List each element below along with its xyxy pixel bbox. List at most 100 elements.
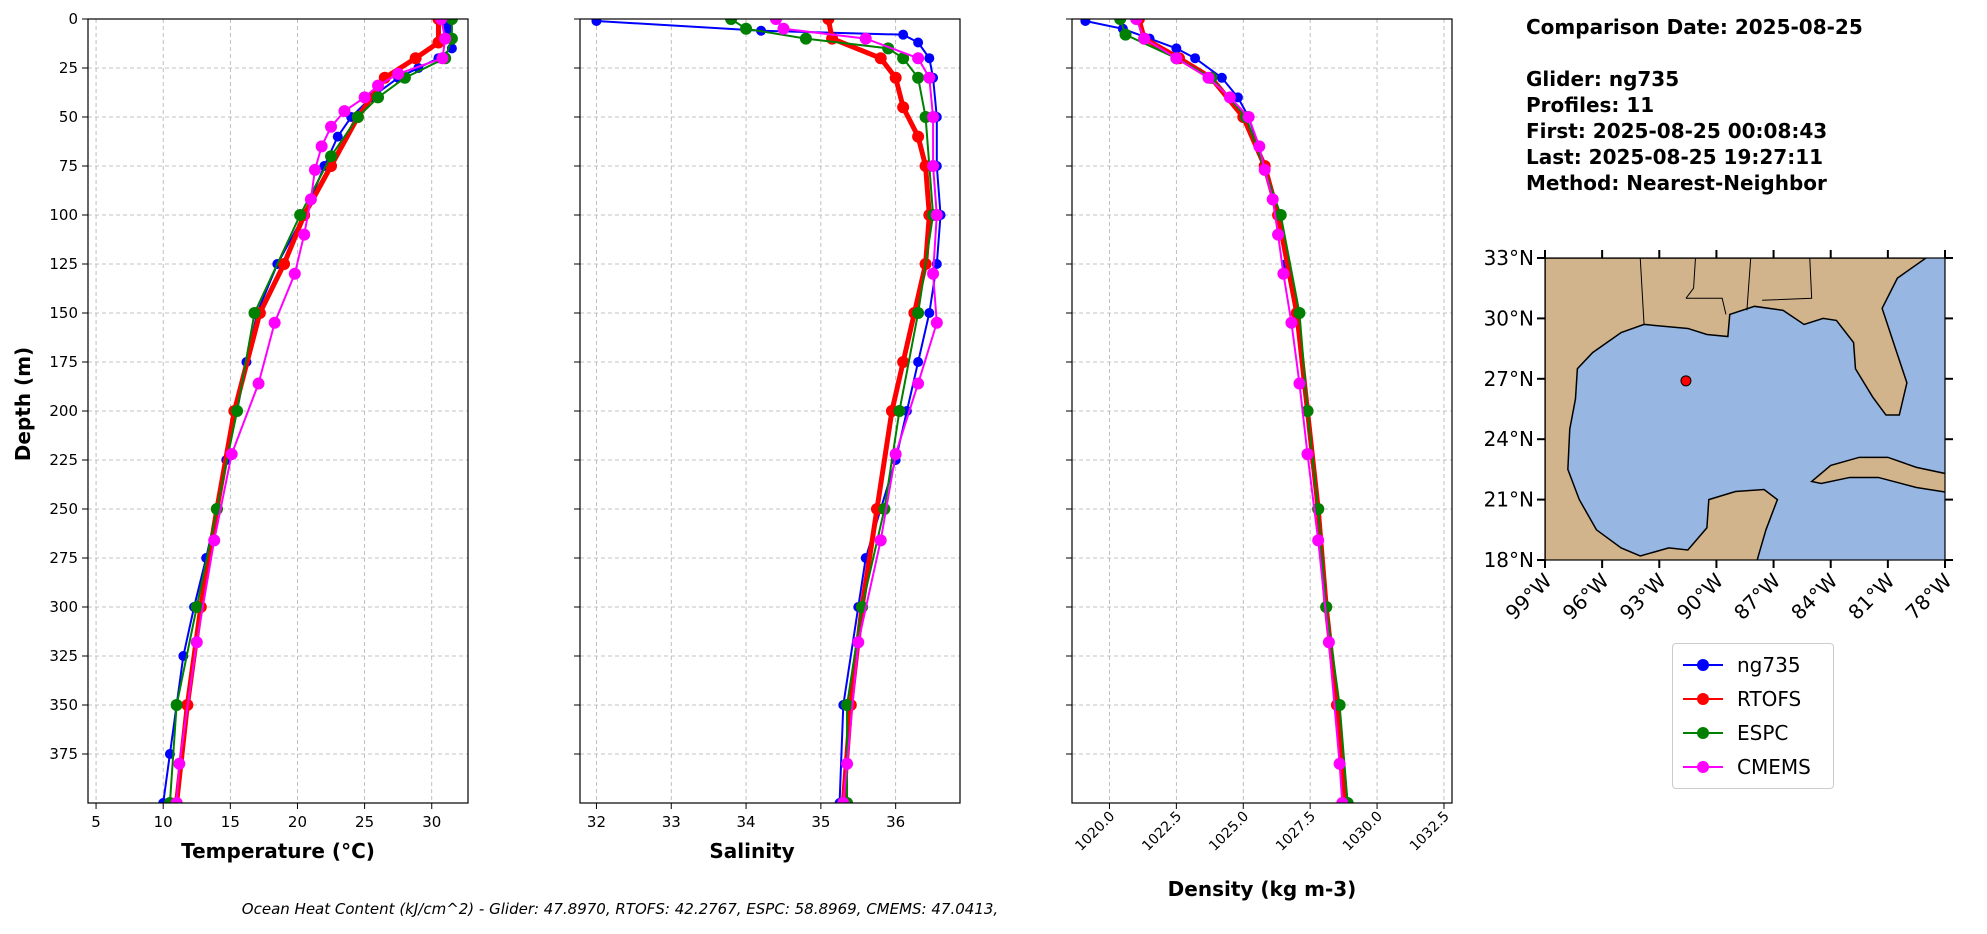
data-point-CMEMS [1253,140,1266,153]
axes-frame [87,18,469,804]
y-tick-label: 275 [49,549,78,567]
data-point-ng735 [924,308,935,318]
y-tick-label: 0 [68,10,78,28]
lon-tick-label: 84°W [1786,568,1842,624]
data-point-CMEMS [874,534,887,547]
data-point-CMEMS [1130,19,1143,25]
x-tick-label: 30 [422,813,441,831]
data-point-ng735 [1171,43,1182,54]
location-map: 33°N 30°N 27°N 24°N 21°N 18°N99°W 96°W 93°W 90°W… [1484,246,1957,625]
data-point-ng735 [913,37,924,48]
data-point-ng735 [332,131,343,142]
data-point-ESPC [912,307,925,319]
y-tick-label: 175 [49,353,78,371]
lat-tick-label: 18°N [1484,548,1534,572]
y-tick-label: 375 [49,745,78,763]
y-tick-label: 325 [49,647,78,665]
data-point-CMEMS [1258,163,1271,176]
lat-tick-label: 21°N [1484,488,1534,512]
data-point-CMEMS [1202,71,1215,84]
data-point-ESPC [248,307,261,319]
axes-frame [579,18,961,804]
lon-tick-label: 96°W [1558,568,1614,624]
data-point-ESPC [351,111,364,123]
x-tick-label: 15 [221,813,240,831]
lat-tick-label: 30°N [1484,306,1534,330]
data-point-ESPC [912,71,925,84]
data-point-CMEMS [837,797,850,803]
series-group [591,19,946,803]
data-point-CMEMS [852,636,865,649]
data-point-CMEMS [1333,757,1346,770]
salinity-axis-label: Salinity [709,839,794,863]
legend-label: RTOFS [1737,687,1802,711]
data-point-ESPC [725,19,738,25]
series-line-RTOFS [825,19,932,803]
data-point-CMEMS [777,22,790,35]
depth-axis-label: Depth (m) [11,347,35,461]
density-axis-label: Density (kg m-3) [1168,877,1357,901]
data-point-CMEMS [769,19,782,25]
data-point-CMEMS [298,228,311,241]
data-point-CMEMS [841,757,854,770]
data-point-ESPC [294,209,307,221]
data-point-CMEMS [1293,377,1306,390]
data-point-CMEMS [1170,52,1183,65]
data-point-ESPC [372,91,385,104]
x-tick-label: 1022.5 [1139,809,1185,855]
data-point-CMEMS [392,67,405,80]
data-point-ESPC [1114,19,1127,25]
data-point-CMEMS [435,19,448,25]
data-point-ESPC [231,405,244,417]
axes-frame [1071,18,1453,804]
comparison-date: Comparison Date: 2025-08-25 [1526,15,1863,39]
x-tick-label: 1030.0 [1340,809,1386,855]
data-point-CMEMS [1272,228,1285,241]
lat-tick-label: 33°N [1484,246,1534,270]
legend-item-CMEMS: CMEMS [1683,752,1811,782]
lon-tick-label: 90°W [1672,568,1728,624]
data-point-CMEMS [859,32,872,45]
y-tick-label: 25 [59,59,78,77]
data-point-ng735 [1080,19,1091,26]
data-point-CMEMS [1266,193,1279,206]
data-point-ng735 [898,29,909,40]
map-content [1545,258,1945,560]
data-point-RTOFS [409,52,422,65]
x-tick-label: 34 [737,813,756,831]
data-point-CMEMS [1301,448,1314,461]
x-tick-label: 1032.5 [1407,809,1453,855]
data-point-CMEMS [1322,636,1335,649]
data-point-CMEMS [930,316,943,329]
data-point-ng735 [1216,72,1227,83]
data-point-CMEMS [325,120,338,133]
y-tick-label: 125 [49,255,78,273]
temperature-panel: 5 10 15 20 25 3002550751001251501752002252502… [49,10,469,831]
legend-item-RTOFS: RTOFS [1683,684,1801,714]
data-point-ng735 [591,19,602,26]
y-tick-label: 150 [49,304,78,322]
data-point-ng735 [442,23,453,34]
data-point-CMEMS [268,316,281,329]
data-point-RTOFS [874,52,887,65]
data-point-CMEMS [372,79,385,92]
glider-name: Glider: ng735 [1526,67,1680,91]
data-point-CMEMS [208,534,221,547]
data-point-RTOFS [897,101,910,114]
data-point-CMEMS [190,636,203,649]
data-point-CMEMS [927,111,940,123]
state-border [1746,258,1752,311]
series-line-RTOFS [174,19,441,803]
series-line-ESPC [1119,19,1349,803]
lat-tick-label: 24°N [1484,427,1534,451]
x-tick-label: 36 [886,813,905,831]
data-point-CMEMS [1223,91,1236,104]
data-point-RTOFS [822,19,835,25]
data-point-ng735 [1232,92,1243,103]
last-time: Last: 2025-08-25 19:27:11 [1526,145,1824,169]
data-point-CMEMS [1277,267,1290,280]
data-point-CMEMS [912,377,925,390]
info-panel: Comparison Date: 2025-08-25 Glider: ng73… [1526,14,1863,196]
glider-location-marker [1680,375,1692,387]
